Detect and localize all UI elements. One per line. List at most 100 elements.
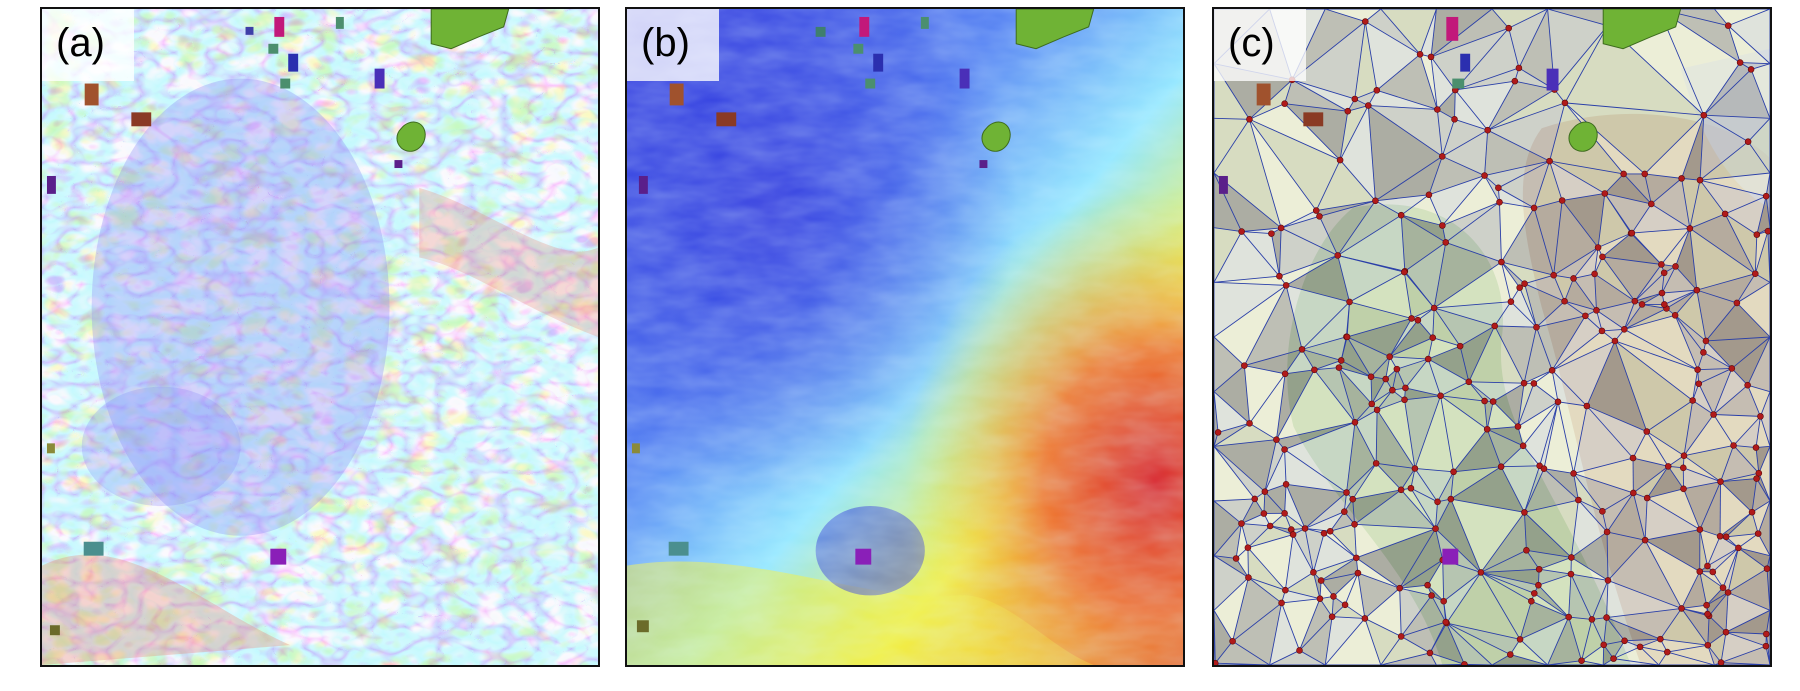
triangle-face [1696,290,1737,341]
triangle-face [1647,488,1700,530]
network-node [1451,115,1458,123]
triangle-face [1494,301,1537,328]
network-node [1753,475,1760,482]
triangle-edge [1766,568,1770,611]
triangle-edge [1339,105,1369,161]
network-node [1631,297,1639,305]
network-node [1214,429,1222,436]
triangle-edge [1703,69,1752,116]
triangle-edge [1284,449,1287,485]
triangle-edge [1480,571,1535,594]
triangle-edge [1391,369,1398,391]
triangle-face [1601,329,1625,341]
triangle-edge [1624,638,1661,642]
triangle-face [1748,118,1770,173]
triangle-edge [1313,557,1357,573]
triangle-face [1333,573,1358,605]
triangle-face [1249,103,1341,161]
triangle-edge [1284,103,1341,161]
triangle-face [1337,215,1405,272]
triangle-edge [1401,214,1443,226]
triangle-edge [1235,523,1242,559]
triangle-edge [1214,555,1249,578]
triangle-edge [1751,478,1758,513]
network-node [1735,544,1742,552]
triangle-face [1631,228,1690,265]
triangle-edge [1720,472,1759,483]
triangle-edge [1524,283,1565,302]
triangle-face [1752,501,1770,534]
triangle-edge [1606,617,1661,640]
triangle-edge [1517,426,1524,446]
triangle-edge [1442,155,1485,176]
triangle-face [1591,580,1608,620]
network-node [1550,271,1557,279]
network-node [1516,636,1524,643]
network-node [1764,227,1770,235]
triangle-face [1368,90,1438,110]
triangle-edge [1269,602,1283,665]
triangle-face [1380,9,1437,55]
triangle-edge [1285,285,1303,350]
triangle-face [1568,617,1592,661]
triangle-edge [1450,471,1455,500]
triangle-edge [1703,114,1770,119]
triangle-face [1534,200,1563,276]
triangle-edge [1758,446,1770,474]
triangle-edge [1400,468,1416,491]
triangle-edge [1214,640,1233,664]
triangle-face [1689,228,1756,291]
triangle-face [1264,484,1287,514]
network-node [1386,353,1393,360]
triangle-edge [1352,489,1402,500]
triangle-edge [1740,62,1770,65]
triangle-edge [1285,571,1314,591]
triangle-edge [1573,472,1634,494]
triangle-face [1681,571,1707,609]
triangle-face [1684,400,1714,456]
triangle-edge [1601,328,1625,332]
triangle-face [1401,215,1446,272]
triangle-edge [1284,512,1306,529]
triangle-edge [1264,483,1287,493]
triangle-edge [1401,621,1446,637]
triangle-edge [1357,572,1400,589]
triangle-face [1492,9,1548,29]
triangle-edge [1241,523,1249,548]
triangle-face [1501,465,1540,513]
triangle-edge [1487,89,1555,131]
triangle-edge [1562,193,1605,201]
triangle-edge [1436,109,1443,157]
triangle-face [1499,202,1535,263]
triangle-edge [1347,105,1369,112]
panel-label: (a) [56,21,105,65]
triangle-edge [1613,646,1641,660]
triangle-edge [1480,549,1527,573]
triangle-face [1345,573,1365,619]
network-node [1693,286,1701,294]
network-node [1748,508,1756,516]
triangle-edge [1539,568,1572,575]
triangle-face [1284,422,1355,493]
triangle-edge [1586,405,1647,432]
triangle-edge [1573,457,1634,474]
triangle-edge [1501,261,1525,285]
triangle-edge [1499,202,1502,263]
triangle-edge [1241,513,1265,524]
triangle-edge [1756,478,1770,502]
triangle-edge [1244,348,1303,367]
triangle-edge [1549,160,1606,194]
triangle-edge [1492,401,1519,427]
triangle-edge [1376,53,1421,91]
triangle-edge [1440,395,1455,472]
triangle-edge [1214,227,1242,232]
triangle-edge [1596,300,1635,311]
triangle-edge [1214,445,1266,493]
triangle-face [1263,513,1285,526]
triangle-edge [1399,588,1402,637]
triangle-face [1607,531,1646,581]
triangle-face [1624,315,1698,370]
triangle-edge [1699,179,1726,215]
triangle-edge [1757,533,1770,556]
triangle-face [1510,287,1537,328]
